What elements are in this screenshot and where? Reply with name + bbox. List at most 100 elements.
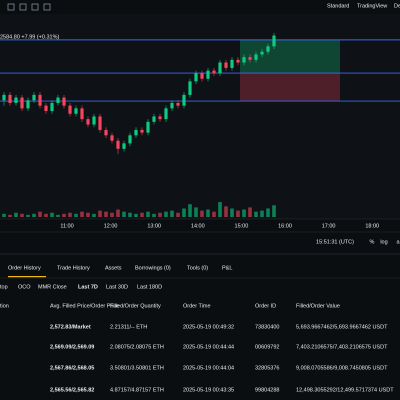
volume-bar <box>224 206 228 217</box>
candle-body <box>260 51 264 55</box>
volume-bar <box>74 213 78 217</box>
candle-body <box>218 62 222 74</box>
volume-bar <box>170 210 174 217</box>
tab[interactable]: P&L <box>222 265 232 271</box>
candle-body <box>26 100 30 109</box>
candle-body <box>134 129 138 136</box>
candle-body <box>128 135 132 144</box>
candle-body <box>140 129 144 133</box>
volume-bar <box>134 213 138 217</box>
chart-mode[interactable]: Standard <box>327 3 349 9</box>
candle-body <box>152 116 156 122</box>
cell: 2,567.86/2,568.05 <box>50 365 94 371</box>
cell: 2.08075/2.08075 ETH <box>110 344 164 350</box>
candle-body <box>164 108 168 120</box>
volume-bar <box>152 213 156 217</box>
toolbar-icons <box>7 3 51 11</box>
volume-bar <box>56 214 60 217</box>
candle-body <box>248 57 252 60</box>
tab[interactable]: Assets <box>105 265 122 271</box>
time-label: 17:00 <box>322 223 336 229</box>
volume-bar <box>128 212 132 217</box>
filter[interactable]: top <box>0 284 8 290</box>
cell: 00609792 <box>255 344 279 350</box>
volume-bar <box>272 205 276 217</box>
volume-bar <box>254 211 258 217</box>
candle-body <box>170 102 174 109</box>
volume-bar <box>188 204 192 217</box>
cell: 2,565.56/2,565.82 <box>50 387 94 393</box>
candle-body <box>56 97 60 103</box>
filter[interactable]: Last 7D <box>78 284 98 290</box>
chart-mode[interactable]: De <box>394 3 400 9</box>
time-label: 13:00 <box>147 223 161 229</box>
candle-body <box>20 97 24 109</box>
time-label: 15:00 <box>235 223 249 229</box>
volume-bar <box>68 212 72 217</box>
volume-bar <box>200 210 204 217</box>
volume-bar <box>14 212 18 217</box>
cell: 32805376 <box>255 365 279 371</box>
chart-mode[interactable]: TradingView <box>357 3 387 9</box>
candle-body <box>146 121 150 133</box>
column-header: tion <box>0 303 9 309</box>
chart-tool[interactable]: a <box>396 239 400 245</box>
price-label: 2584.80 +7.99 (+0.31%) <box>0 34 59 40</box>
tab[interactable]: Tools (0) <box>187 265 208 271</box>
tab[interactable]: Borrowings (0) <box>135 265 171 271</box>
filter[interactable]: OCO <box>18 284 31 290</box>
volume-bar <box>140 212 144 217</box>
candle-body <box>212 70 216 74</box>
filter[interactable]: Last 180D <box>137 284 162 290</box>
candle-body <box>62 97 66 106</box>
tab[interactable]: Order History <box>8 265 41 271</box>
cell: 2025-05-19 00:49:32 <box>183 324 234 330</box>
candle-body <box>230 59 234 68</box>
volume-bar <box>80 211 84 217</box>
candle-body <box>194 73 198 82</box>
volume-bar <box>38 211 42 217</box>
volume-bar <box>2 213 6 217</box>
cell: 99804288 <box>255 387 279 393</box>
tab[interactable]: Trade History <box>57 265 90 271</box>
chart-area <box>0 14 400 219</box>
candle-body <box>182 94 186 106</box>
volume-bar <box>98 210 102 217</box>
volume-bar <box>242 209 246 217</box>
cell: 5,693.9667462/5,693.9667462 USDT <box>296 324 388 330</box>
cell: 2025-05-19 00:44:44 <box>183 344 234 350</box>
volume-bar <box>206 209 210 217</box>
candle-body <box>110 135 114 141</box>
volume-bar <box>110 212 114 217</box>
volume-bar <box>266 208 270 217</box>
cell: 2,572.83/Market <box>50 324 91 330</box>
volume-bar <box>26 214 30 217</box>
volume-bar <box>146 211 150 217</box>
volume-bar <box>248 207 252 217</box>
volume-bar <box>92 213 96 217</box>
chart-tool[interactable]: log <box>380 239 387 245</box>
candle-body <box>98 116 102 130</box>
volume-bar <box>182 208 186 217</box>
candle-body <box>74 108 78 114</box>
cell: 3.50801/3.50801 ETH <box>110 365 164 371</box>
candle-body <box>8 94 12 103</box>
candle-body <box>200 73 204 79</box>
volume-bar <box>122 211 126 217</box>
cell: 2.21311/-- ETH <box>110 324 147 330</box>
time-label: 14:00 <box>191 223 205 229</box>
candle-body <box>32 94 36 101</box>
candle-body <box>116 140 120 149</box>
volume-bar <box>176 212 180 217</box>
column-header: Order ID <box>255 303 276 309</box>
candle-body <box>122 143 126 149</box>
chart-tool[interactable]: % <box>370 239 375 245</box>
filter[interactable]: MMR Close <box>38 284 67 290</box>
volume-bar <box>62 213 66 217</box>
candle-body <box>254 54 258 60</box>
candle-body <box>80 108 84 120</box>
candle-body <box>38 94 42 106</box>
filter[interactable]: Last 30D <box>106 284 128 290</box>
candle-body <box>272 35 276 47</box>
cell: 2025-05-19 00:43:35 <box>183 387 234 393</box>
